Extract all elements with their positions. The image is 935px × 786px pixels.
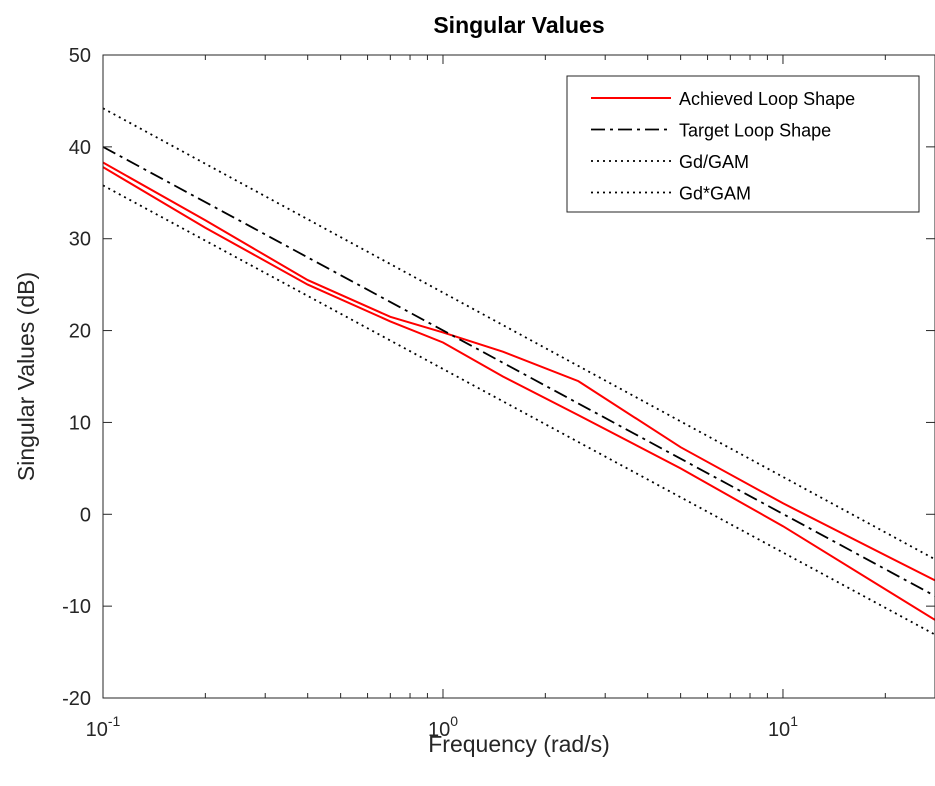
series-layer (103, 107, 935, 636)
y-tick-label: 50 (69, 45, 91, 67)
y-tick-label: -20 (62, 688, 91, 710)
series-line-3 (103, 107, 935, 561)
x-axis: 10-1 100 101 (86, 55, 886, 741)
series-line-4 (103, 184, 935, 636)
plot-frame (102, 54, 935, 699)
x-tick-label: 10-1 (86, 713, 121, 741)
y-tick-label: -10 (62, 596, 91, 618)
legend-label: Achieved Loop Shape (679, 89, 855, 109)
x-tick-label: 100 (428, 713, 458, 741)
legend-label: Target Loop Shape (679, 121, 831, 141)
legend-label: Gd/GAM (679, 152, 749, 172)
y-tick-label: 40 (69, 137, 91, 159)
legend: Achieved Loop Shape Target Loop Shape Gd/G… (566, 75, 920, 213)
series-line-2 (103, 146, 935, 597)
y-tick-label: 10 (69, 412, 91, 434)
x-tick-label: 101 (768, 713, 798, 741)
y-axis-label: Singular Values (dB) (13, 272, 39, 481)
chart-title: Singular Values (433, 12, 604, 38)
y-tick-label: 20 (69, 321, 91, 343)
y-tick-label: 0 (80, 504, 91, 526)
y-tick-label: 30 (69, 229, 91, 251)
legend-label: Gd*GAM (679, 184, 751, 204)
series-line-0 (103, 161, 935, 582)
x-axis-label: Frequency (rad/s) (428, 731, 610, 757)
y-axis: -20 -10 0 10 20 30 40 50 (62, 45, 935, 710)
series-line-1 (103, 166, 935, 621)
